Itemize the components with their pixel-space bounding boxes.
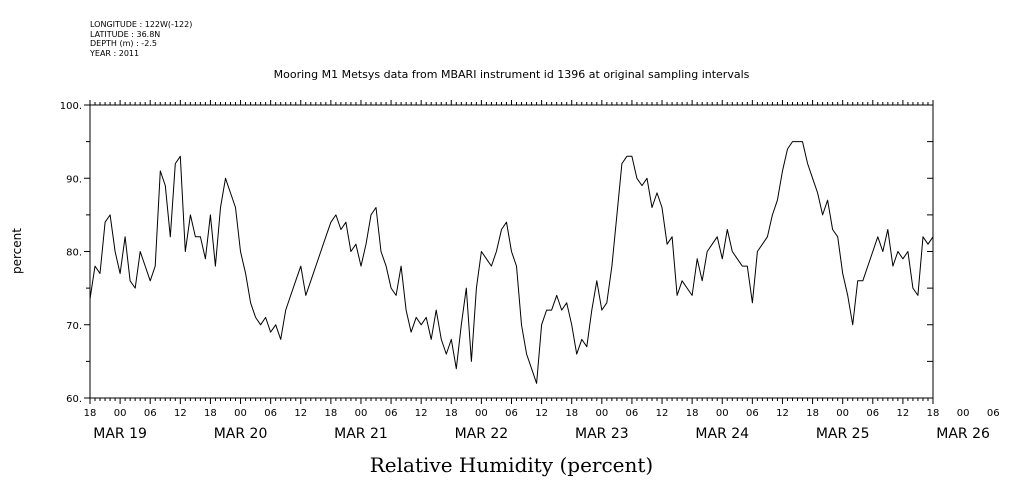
x-tick-label: 18 [806,408,819,419]
x-tick-label: 06 [144,408,157,419]
x-day-label: MAR 24 [695,426,749,442]
series-line [89,141,934,384]
x-day-label: MAR 20 [214,426,268,442]
station-metadata: LONGITUDE : 122W(-122) LATITUDE : 36.8N … [90,20,192,58]
depth-text: DEPTH (m) : -2.5 [90,39,157,48]
axis-tick-labels: 60. 70. 80. 90. 100. 18 00 06 12 18 00 06 12 18 00 06 12… [60,101,1000,442]
x-tick-label: 00 [475,408,488,419]
x-day-label: MAR 25 [816,426,870,442]
chart-title: Mooring M1 Metsys data from MBARI instru… [273,68,750,81]
x-day-label: MAR 22 [455,426,509,442]
latitude-text: LATITUDE : 36.8N [90,29,161,39]
x-tick-label: 18 [324,408,337,419]
x-tick-label: 06 [626,408,639,419]
x-axis-label: Relative Humidity (percent) [369,453,654,477]
y-tick-label: 90. [66,174,82,185]
x-tick-label: 00 [595,408,608,419]
y-tick-label: 100. [60,101,82,112]
series-group [89,141,934,384]
x-tick-label: 06 [866,408,879,419]
x-day-label: MAR 23 [575,426,629,442]
x-tick-label: 12 [897,408,910,419]
x-tick-label: 12 [776,408,789,419]
x-tick-label: 06 [385,408,398,419]
year-text: YEAR : 2011 [90,48,140,58]
x-tick-label: 18 [565,408,578,419]
x-tick-label: 00 [716,408,729,419]
x-tick-label: 00 [114,408,127,419]
y-tick-label: 70. [66,321,82,332]
x-tick-label: 12 [174,408,187,419]
x-tick-label: 06 [987,408,1000,419]
y-tick-label: 60. [66,394,82,405]
x-tick-label: 12 [415,408,428,419]
x-tick-label: 00 [234,408,247,419]
x-tick-label: 06 [264,408,277,419]
axis-ticks [84,100,934,404]
x-tick-label: 00 [836,408,849,419]
x-tick-label: 00 [355,408,368,419]
x-tick-label: 12 [656,408,669,419]
x-tick-label: 12 [535,408,548,419]
x-tick-label: 18 [84,408,97,419]
x-tick-label: 12 [294,408,307,419]
x-day-label: MAR 21 [334,426,388,442]
x-tick-label: 18 [204,408,217,419]
x-tick-label: 18 [927,408,940,419]
longitude-text: LONGITUDE : 122W(-122) [90,20,193,29]
x-tick-label: 18 [445,408,458,419]
y-tick-label: 80. [66,248,82,259]
x-tick-label: 18 [686,408,699,419]
x-tick-label: 06 [505,408,518,419]
x-day-label: MAR 19 [93,426,147,442]
x-tick-label: 06 [746,408,759,419]
x-tick-label: 00 [957,408,970,419]
x-day-label: MAR 26 [936,426,990,442]
